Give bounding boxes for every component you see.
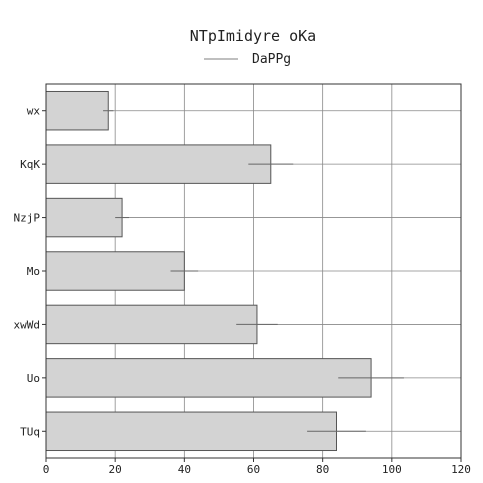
x-tick-label: 60 bbox=[247, 463, 260, 476]
y-tick-labels: wx KqK NzjP Mo xwWd Uo TUq bbox=[14, 105, 46, 438]
bar bbox=[45, 197, 123, 238]
x-tick-label: 80 bbox=[316, 463, 329, 476]
bar bbox=[45, 90, 109, 131]
legend: DaPPg bbox=[204, 52, 291, 67]
x-tick-label: 120 bbox=[451, 463, 471, 476]
y-tick-label: wx bbox=[27, 105, 41, 118]
x-tick-label: 20 bbox=[109, 463, 122, 476]
legend-label: DaPPg bbox=[252, 52, 291, 67]
chart-title: NTpImidyre oKa bbox=[190, 27, 316, 45]
y-tick-label: NzjP bbox=[14, 212, 41, 225]
y-tick-label: xwWd bbox=[14, 318, 41, 331]
bar bbox=[45, 144, 272, 184]
bar bbox=[45, 251, 185, 291]
x-tick-label: 100 bbox=[382, 463, 402, 476]
bar bbox=[45, 304, 258, 345]
y-tick-label: TUq bbox=[20, 425, 40, 438]
y-tick-label: Mo bbox=[27, 265, 40, 278]
y-tick-label: Uo bbox=[27, 372, 40, 385]
x-tick-label: 40 bbox=[178, 463, 191, 476]
bar bbox=[45, 411, 337, 452]
x-tick-labels: 0 20 40 60 80 100 120 bbox=[43, 458, 471, 476]
y-tick-label: KqK bbox=[20, 158, 40, 171]
x-tick-label: 0 bbox=[43, 463, 50, 476]
error-bars bbox=[103, 110, 404, 432]
bar bbox=[45, 358, 372, 398]
